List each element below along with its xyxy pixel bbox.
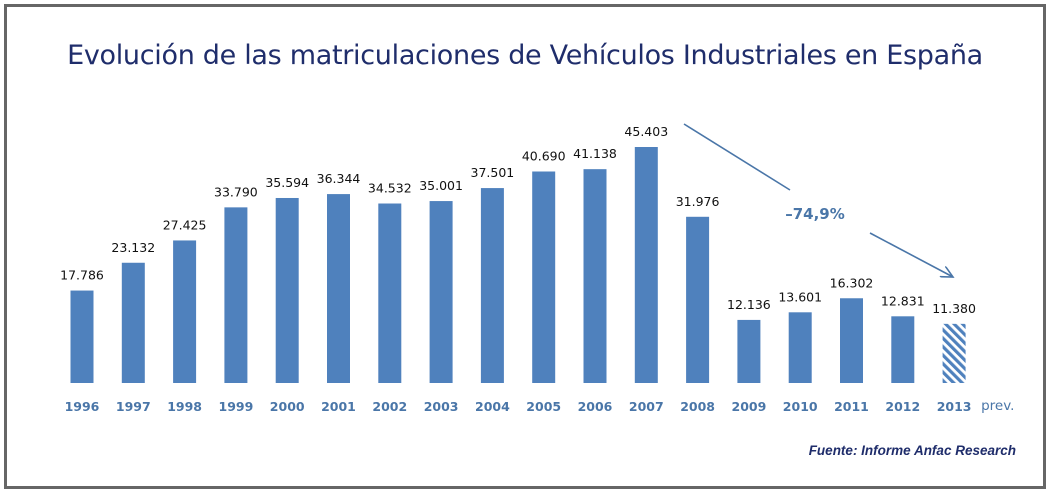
bar-1997 bbox=[121, 262, 145, 383]
bar-2009 bbox=[737, 319, 761, 383]
year-label-2013: 2013 bbox=[937, 399, 972, 414]
year-label-2006: 2006 bbox=[578, 399, 613, 414]
year-label-2008: 2008 bbox=[680, 399, 715, 414]
value-label-2013: 11.380 bbox=[932, 301, 976, 316]
chart-title: Evolución de las matriculaciones de Vehí… bbox=[67, 40, 983, 71]
year-label-1996: 1996 bbox=[65, 399, 100, 414]
year-label-2010: 2010 bbox=[783, 399, 818, 414]
bar-2008 bbox=[686, 216, 710, 383]
trend-arrow-start bbox=[683, 123, 791, 191]
bar-2003 bbox=[429, 201, 453, 383]
value-label-2003: 35.001 bbox=[419, 178, 463, 193]
year-label-2011: 2011 bbox=[834, 399, 869, 414]
bar-2007 bbox=[634, 147, 658, 383]
value-label-2007: 45.403 bbox=[624, 124, 668, 139]
value-label-2000: 35.594 bbox=[265, 175, 309, 190]
value-label-2004: 37.501 bbox=[471, 165, 515, 180]
value-label-2002: 34.532 bbox=[368, 181, 412, 196]
value-label-2001: 36.344 bbox=[317, 171, 361, 186]
value-label-1999: 33.790 bbox=[214, 184, 258, 199]
year-label-2000: 2000 bbox=[270, 399, 305, 414]
value-label-1996: 17.786 bbox=[60, 268, 104, 283]
value-label-2005: 40.690 bbox=[522, 148, 566, 163]
year-label-1999: 1999 bbox=[219, 399, 254, 414]
year-label-2003: 2003 bbox=[424, 399, 459, 414]
year-label-2005: 2005 bbox=[526, 399, 561, 414]
value-label-1998: 27.425 bbox=[163, 217, 207, 232]
decline-annotation: –74,9% bbox=[785, 205, 845, 223]
bar-2004 bbox=[480, 188, 504, 383]
trend-arrow-end bbox=[869, 232, 953, 277]
value-label-2008: 31.976 bbox=[676, 194, 720, 209]
year-label-1998: 1998 bbox=[167, 399, 202, 414]
year-label-2004: 2004 bbox=[475, 399, 510, 414]
year-label-2009: 2009 bbox=[732, 399, 767, 414]
value-label-2006: 41.138 bbox=[573, 146, 617, 161]
value-label-1997: 23.132 bbox=[111, 240, 155, 255]
source-note: Fuente: Informe Anfac Research bbox=[808, 443, 1016, 458]
bar-1998 bbox=[173, 240, 197, 383]
bar-2006 bbox=[583, 169, 607, 383]
bar-1996 bbox=[70, 290, 94, 383]
bar-2001 bbox=[327, 194, 350, 383]
value-label-2011: 16.302 bbox=[830, 275, 874, 290]
year-label-1997: 1997 bbox=[116, 399, 151, 414]
bar-2002 bbox=[378, 203, 402, 383]
bar-2005 bbox=[532, 171, 556, 383]
value-label-2010: 13.601 bbox=[778, 289, 822, 304]
bar-2012 bbox=[891, 316, 915, 383]
bar-2010 bbox=[788, 312, 812, 383]
bar-2013 bbox=[942, 323, 966, 383]
year-label-2001: 2001 bbox=[321, 399, 356, 414]
year-label-2007: 2007 bbox=[629, 399, 664, 414]
value-label-2012: 12.831 bbox=[881, 293, 925, 308]
bar-2011 bbox=[840, 298, 863, 383]
bar-2000 bbox=[275, 197, 299, 383]
bar-1999 bbox=[224, 207, 248, 383]
year-label-2002: 2002 bbox=[372, 399, 407, 414]
forecast-label: prev. bbox=[981, 398, 1014, 414]
value-label-2009: 12.136 bbox=[727, 297, 771, 312]
year-label-2012: 2012 bbox=[885, 399, 920, 414]
